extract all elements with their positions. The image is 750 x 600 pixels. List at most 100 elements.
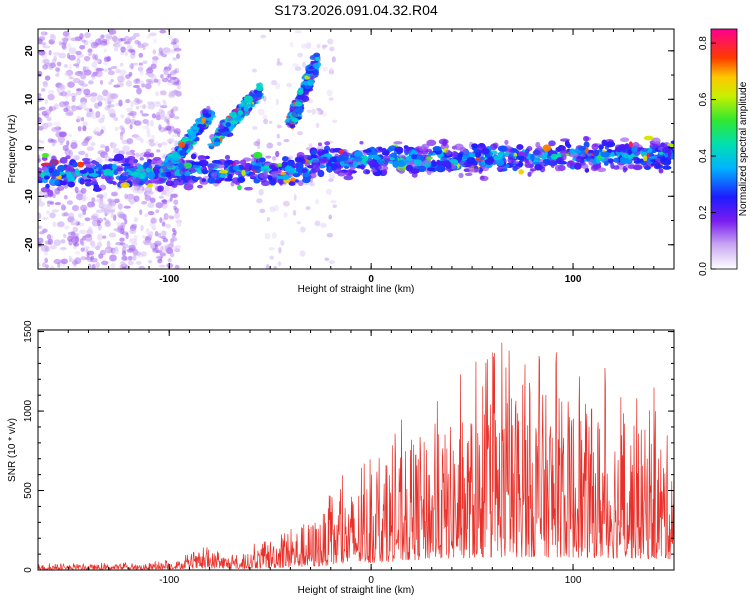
spectrogram-cell [158, 195, 165, 199]
spectrogram-cell [38, 143, 41, 147]
spectrogram-cell [138, 62, 143, 66]
spectrogram-cell [148, 142, 156, 147]
spectrogram-cell [44, 109, 51, 116]
spectrogram-cell [113, 37, 121, 45]
spectrogram-cell [375, 146, 384, 153]
spectrogram-cell [225, 160, 234, 165]
spectrogram-cell [67, 81, 75, 88]
spectrogram-cell [252, 125, 258, 130]
spectrogram-cell [256, 198, 263, 204]
spectrogram-cell [300, 226, 306, 233]
spectrogram-cell [125, 264, 130, 269]
spectrogram-cell [84, 32, 91, 39]
spectrogram-cell [95, 163, 102, 168]
spectrogram-cell [232, 160, 241, 165]
spectrogram-cell [159, 217, 163, 224]
spectrogram-cell [168, 137, 175, 143]
spectrogram-cell [163, 161, 172, 166]
spectrogram-cell [87, 80, 94, 85]
spectrogram-cell [485, 158, 494, 165]
spectrogram-cell [201, 117, 206, 124]
spectrogram-cell [518, 151, 527, 157]
spectrogram-cell [101, 114, 106, 121]
spectrogram-cell [297, 52, 304, 58]
spectrogram-cell [632, 141, 640, 149]
spectrogram-cell [112, 147, 120, 154]
spectrogram-cell [275, 98, 279, 106]
spectrogram-cell [253, 178, 261, 184]
spectrogram-cell [478, 166, 483, 174]
spectrogram-cell [217, 159, 227, 165]
spectrogram-cell [623, 167, 628, 171]
spectrogram-cell [47, 238, 54, 245]
spectrogram-cell [125, 74, 131, 80]
spectrogram-cell [149, 197, 156, 203]
spectrogram-cell [104, 33, 113, 38]
spectrogram-cell [285, 160, 296, 166]
spectrogram-cell [294, 66, 302, 71]
spectrogram-cell [49, 265, 55, 269]
spectrogram-cell [110, 262, 116, 269]
spectrogram-cell [121, 250, 127, 257]
spectrogram-cell [119, 69, 127, 76]
spectrogram-cell [249, 89, 255, 97]
spectrogram-cell [145, 148, 152, 153]
spectrogram-cell [282, 200, 290, 207]
spectrogram-cell [493, 155, 501, 161]
spectrogram-cell [302, 89, 310, 96]
snr-y-tick-label: 0 [23, 567, 34, 573]
spectrogram-cell [99, 249, 107, 256]
spectrogram-cell [592, 149, 600, 157]
spectrogram-cell [167, 81, 174, 86]
spectrogram-cell [121, 163, 132, 167]
spectrogram-cell [110, 211, 115, 219]
spectrogram-cell [38, 112, 41, 117]
spectrogram-cell [38, 225, 43, 230]
spectrogram-cell [76, 115, 82, 122]
spectrogram-cell [70, 231, 76, 238]
spectrogram-cell [332, 119, 338, 124]
spectrogram-cell [79, 32, 84, 40]
spectrogram-cell [288, 181, 296, 186]
spectrogram-cell [91, 263, 96, 269]
spectrogram-cell [417, 165, 427, 172]
spectrogram-cell [156, 149, 161, 153]
spectrogram-cell [632, 164, 643, 171]
spectrogram-cell [63, 107, 69, 113]
spectrogram-cell [623, 154, 631, 159]
spectrogram-cell [142, 239, 149, 245]
spectrogram-cell [237, 176, 246, 183]
spectrogram-cell [139, 152, 145, 158]
spectrogram-cell [77, 213, 84, 219]
spectrogram-cell [61, 203, 65, 210]
spectrogram-cell [42, 194, 50, 198]
spectrogram-cell [167, 34, 174, 40]
spectrogram-cell [132, 84, 140, 89]
spectrogram-cell [224, 154, 231, 160]
spectrogram-cell [148, 32, 157, 37]
spectrogram-cell [139, 69, 144, 76]
spectrogram-cell [173, 199, 179, 205]
spectrogram-cell [99, 144, 106, 149]
spectrogram-cell [150, 217, 157, 224]
spectrogram-cell [169, 196, 173, 202]
spectrogram-cell [147, 201, 155, 209]
spectrogram-cell [44, 250, 48, 256]
spectrogram-cell [283, 138, 290, 143]
snr-y-tick-label: 1500 [23, 320, 34, 343]
spectrogram-cell [81, 241, 85, 247]
spectrogram-cell [171, 134, 178, 138]
spectrogram-cell [271, 156, 277, 161]
spectrogram-cell [49, 106, 57, 111]
spectrogram-cell [41, 162, 52, 167]
spectrogram-cell [132, 32, 140, 38]
spectrogram-cell [135, 260, 142, 265]
spectrogram-cell [292, 172, 301, 178]
spectrogram-cell [158, 108, 164, 115]
spectrogram-cell [72, 219, 79, 226]
spectrogram-cell [64, 164, 72, 172]
spectrogram-cell [286, 82, 293, 88]
spectrogram-cell [504, 139, 509, 145]
spectrogram-cell [84, 137, 91, 142]
spectrogram-cell [311, 167, 321, 173]
